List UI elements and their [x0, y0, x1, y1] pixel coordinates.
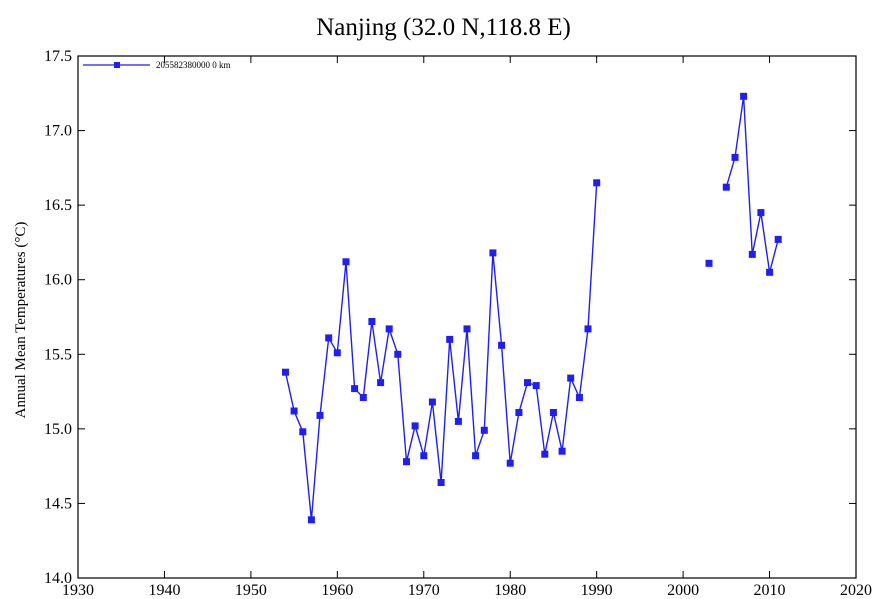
data-point [463, 325, 471, 333]
data-point [774, 235, 782, 243]
data-point [403, 458, 410, 466]
axis-tick-labels: 1930 1940 1950 1960 1970 1980 1990 2000 2010 2020… [44, 48, 872, 599]
data-point [515, 409, 523, 416]
data-point [532, 382, 540, 390]
data-point [740, 92, 748, 100]
data-point [385, 325, 393, 333]
x-tick-label: 1930 [62, 582, 94, 599]
data-point [541, 450, 549, 458]
plot-frame [77, 55, 857, 579]
y-tick-label: 15.0 [44, 421, 72, 438]
y-tick-label: 14.0 [44, 570, 72, 587]
series-line [725, 96, 779, 273]
y-tick-label: 16.0 [44, 272, 72, 289]
data-point [480, 426, 488, 434]
y-tick-label: 14.5 [44, 495, 72, 512]
series-layer [282, 92, 782, 524]
data-point [472, 452, 480, 460]
data-point [394, 350, 402, 358]
x-tick-label: 1990 [581, 582, 613, 599]
data-point [307, 516, 315, 524]
legend: 205582380000 0 km [83, 60, 231, 70]
data-point [428, 398, 436, 406]
data-point [368, 318, 376, 325]
data-point [757, 209, 765, 217]
data-point [299, 428, 307, 436]
x-tick-label: 1940 [148, 582, 180, 599]
data-point [351, 385, 359, 393]
x-tick-label: 1970 [408, 582, 440, 599]
data-point [549, 409, 557, 416]
data-point [411, 422, 419, 430]
legend-label: 205582380000 0 km [156, 60, 231, 70]
data-point [498, 341, 506, 349]
data-point [567, 374, 575, 382]
data-point [359, 394, 367, 401]
x-tick-label: 2020 [840, 582, 872, 599]
x-tick-label: 1950 [235, 582, 267, 599]
axis-ticks [77, 55, 857, 579]
data-point [748, 250, 756, 258]
x-tick-label: 1980 [494, 582, 526, 599]
y-tick-label: 17.0 [44, 123, 72, 140]
data-point [282, 368, 289, 376]
data-point [731, 153, 739, 161]
y-tick-label: 16.5 [44, 197, 72, 214]
chart-title: Nanjing (32.0 N,118.8 E) [316, 14, 571, 41]
data-point [333, 349, 341, 357]
data-point [446, 335, 454, 343]
data-point [489, 249, 497, 257]
data-point [584, 325, 592, 333]
data-point [377, 379, 385, 387]
data-point [575, 394, 583, 401]
y-tick-label: 15.5 [44, 346, 72, 363]
data-point [342, 258, 350, 266]
x-tick-label: 1960 [321, 582, 353, 599]
data-point [454, 417, 462, 425]
data-point [766, 268, 774, 276]
data-point [524, 379, 531, 387]
data-point [705, 259, 713, 267]
series-line [284, 182, 598, 520]
legend-marker [114, 62, 120, 68]
data-point [593, 179, 601, 187]
x-tick-label: 2000 [667, 582, 699, 599]
data-point [437, 479, 445, 486]
data-point [420, 452, 428, 460]
x-tick-label: 2010 [754, 582, 786, 599]
data-point [506, 459, 514, 467]
y-tick-label: 17.5 [44, 48, 72, 65]
data-point [325, 334, 333, 342]
data-point [290, 407, 298, 415]
data-point [722, 183, 730, 191]
data-point [558, 447, 566, 455]
data-point [316, 411, 324, 419]
